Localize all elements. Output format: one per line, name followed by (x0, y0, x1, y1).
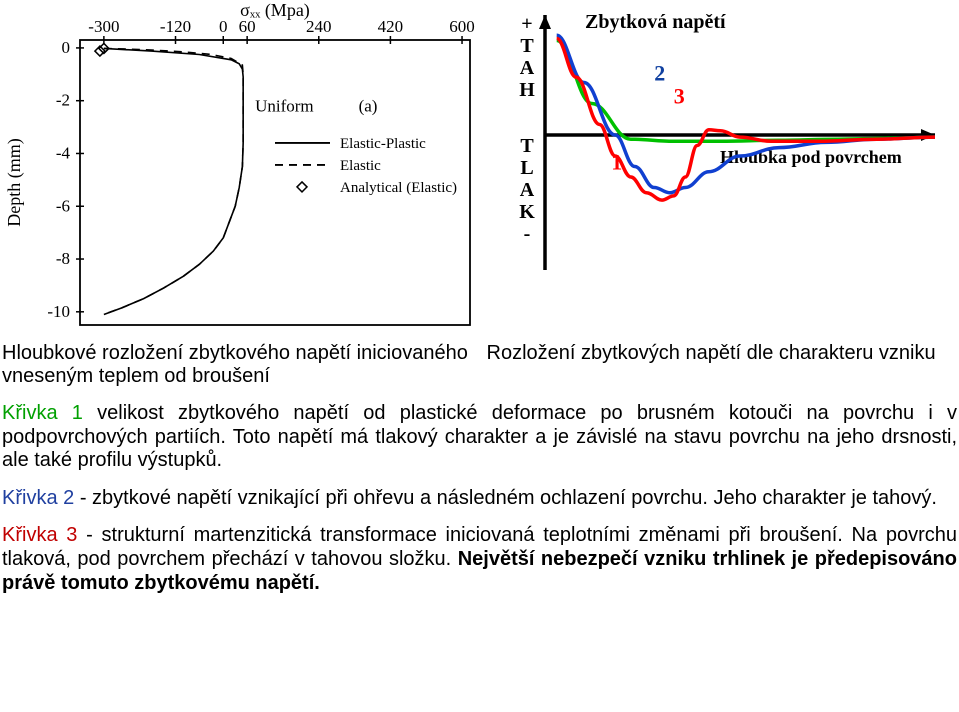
caption-row: Hloubkové rozložení zbytkového napětí in… (0, 342, 959, 388)
svg-text:-8: -8 (56, 249, 70, 268)
svg-text:Uniform: Uniform (255, 96, 314, 115)
svg-text:-300: -300 (88, 17, 119, 36)
svg-text:K: K (519, 201, 535, 223)
figure-row: σₓₓ (Mpa)Depth (mm)-300-1200602404206000… (0, 0, 959, 340)
svg-text:-10: -10 (47, 302, 70, 321)
paragraph-1: Křivka 1 velikost zbytkového napětí od p… (2, 402, 957, 473)
svg-text:Zbytková napětí: Zbytková napětí (585, 11, 726, 33)
svg-text:T: T (520, 35, 534, 57)
svg-text:Analytical (Elastic): Analytical (Elastic) (340, 180, 457, 196)
svg-text:-6: -6 (56, 196, 70, 215)
paragraph-3: Křivka 3 - strukturní martenzitická tran… (2, 524, 957, 595)
curve1-label: Křivka 1 (2, 402, 83, 424)
p1-rest: velikost zbytkového napětí od plastické … (2, 402, 957, 471)
svg-text:Depth (mm): Depth (mm) (4, 138, 25, 226)
svg-text:-: - (524, 223, 531, 245)
svg-text:1: 1 (611, 150, 622, 175)
svg-text:-120: -120 (160, 17, 191, 36)
caption-right: Rozložení zbytkových napětí dle charakte… (479, 342, 959, 388)
p2-rest: - zbytkové napětí vznikající při ohřevu … (80, 487, 937, 509)
svg-text:2: 2 (654, 60, 665, 85)
svg-text:-2: -2 (56, 91, 70, 110)
svg-text:-4: -4 (56, 143, 71, 162)
svg-text:A: A (520, 179, 535, 201)
svg-text:0: 0 (62, 38, 71, 57)
curve2-label: Křivka 2 (2, 487, 80, 509)
svg-text:(a): (a) (359, 96, 378, 115)
svg-text:A: A (520, 57, 535, 79)
svg-text:0: 0 (219, 17, 228, 36)
svg-text:3: 3 (674, 84, 685, 109)
svg-text:600: 600 (449, 17, 475, 36)
svg-text:420: 420 (378, 17, 404, 36)
svg-text:60: 60 (239, 17, 256, 36)
svg-text:240: 240 (306, 17, 332, 36)
svg-text:Elastic: Elastic (340, 158, 381, 174)
svg-text:T: T (520, 135, 534, 157)
left-chart: σₓₓ (Mpa)Depth (mm)-300-1200602404206000… (0, 0, 485, 340)
svg-text:Elastic-Plastic: Elastic-Plastic (340, 136, 426, 152)
paragraph-2: Křivka 2 - zbytkové napětí vznikající př… (2, 487, 957, 511)
body-text: Křivka 1 velikost zbytkového napětí od p… (0, 388, 959, 595)
svg-text:L: L (520, 157, 533, 179)
svg-text:+: + (521, 13, 532, 35)
right-chart: +TAHTLAK-Zbytková napětíHloubka pod povr… (485, 0, 945, 275)
caption-left: Hloubkové rozložení zbytkového napětí in… (0, 342, 479, 388)
curve3-label: Křivka 3 (2, 524, 86, 546)
svg-text:H: H (519, 79, 535, 101)
